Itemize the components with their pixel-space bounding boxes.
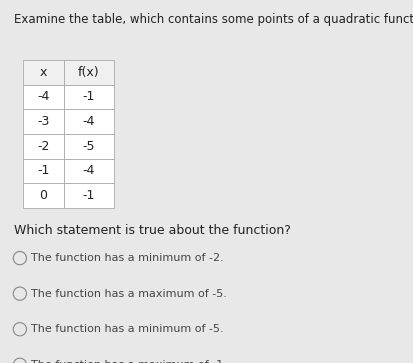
Text: -4: -4 <box>83 164 95 178</box>
Text: -1: -1 <box>83 90 95 103</box>
Text: 0: 0 <box>39 189 47 202</box>
Text: The function has a maximum of -5.: The function has a maximum of -5. <box>31 289 226 299</box>
FancyBboxPatch shape <box>23 85 64 109</box>
FancyBboxPatch shape <box>64 159 114 183</box>
Text: The function has a maximum of -1.: The function has a maximum of -1. <box>31 360 226 363</box>
FancyBboxPatch shape <box>23 134 64 159</box>
FancyBboxPatch shape <box>64 109 114 134</box>
FancyBboxPatch shape <box>23 183 64 208</box>
FancyBboxPatch shape <box>64 85 114 109</box>
Text: The function has a minimum of -2.: The function has a minimum of -2. <box>31 253 223 263</box>
Text: -3: -3 <box>37 115 50 128</box>
Text: -1: -1 <box>37 164 50 178</box>
Text: -4: -4 <box>37 90 50 103</box>
FancyBboxPatch shape <box>23 60 64 85</box>
Text: -4: -4 <box>83 115 95 128</box>
Text: x: x <box>40 66 47 79</box>
Text: f(x): f(x) <box>78 66 100 79</box>
Text: Examine the table, which contains some points of a quadratic function.: Examine the table, which contains some p… <box>14 13 413 26</box>
Text: The function has a minimum of -5.: The function has a minimum of -5. <box>31 324 223 334</box>
FancyBboxPatch shape <box>64 134 114 159</box>
FancyBboxPatch shape <box>64 60 114 85</box>
FancyBboxPatch shape <box>23 109 64 134</box>
Text: -1: -1 <box>83 189 95 202</box>
Text: -5: -5 <box>83 140 95 153</box>
FancyBboxPatch shape <box>64 183 114 208</box>
Text: Which statement is true about the function?: Which statement is true about the functi… <box>14 224 291 237</box>
FancyBboxPatch shape <box>23 159 64 183</box>
Text: -2: -2 <box>37 140 50 153</box>
